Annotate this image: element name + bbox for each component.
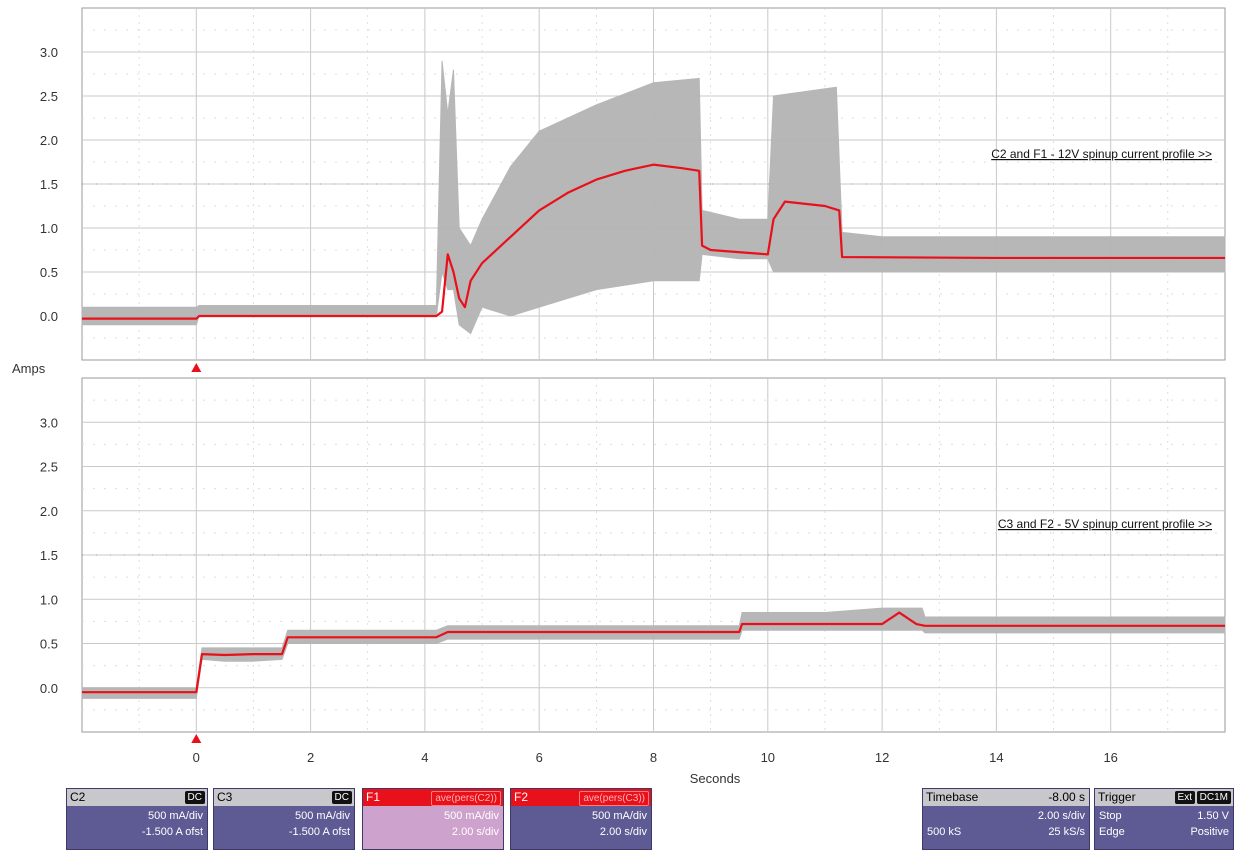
- y-tick-label: 1.5: [40, 177, 58, 192]
- y-axis-label: Amps: [12, 361, 46, 376]
- y-tick-label: 0.5: [40, 265, 58, 280]
- x-tick-label: 16: [1103, 750, 1117, 765]
- y-tick-label: 1.5: [40, 548, 58, 563]
- x-tick-label: 4: [421, 750, 428, 765]
- x-tick-labels: 0 2 4 6 8 10 12 14 16: [193, 750, 1118, 765]
- channel-c3-offset: -1.500 A ofst: [288, 826, 350, 838]
- function-f1-definition: ave(pers(C2)): [431, 791, 501, 806]
- function-f2-definition: ave(pers(C3)): [579, 791, 649, 806]
- y-tick-label: 2.5: [40, 89, 58, 104]
- function-f1-timescale: 2.00 s/div: [451, 826, 499, 838]
- function-f2-name: F2: [514, 790, 529, 804]
- timebase-label: Timebase: [926, 790, 979, 804]
- upper-plot-panel: 3.0 2.5 2.0 1.5 1.0 0.5 0.0 C2 and F1 - 12V spi…: [40, 7, 1226, 361]
- x-tick-label: 2: [307, 750, 314, 765]
- y-tick-label: 2.5: [40, 460, 58, 475]
- x-tick-label: 0: [193, 750, 200, 765]
- y-tick-label: 1.0: [40, 592, 58, 607]
- channel-c2-scale: 500 mA/div: [147, 810, 203, 822]
- y-tick-label: 2.0: [40, 133, 58, 148]
- average-current-trace: [82, 611, 1225, 694]
- trigger-coupling: DC1M: [1196, 791, 1231, 804]
- function-f2-box[interactable]: F2 ave(pers(C3)) 500 mA/div 2.00 s/div: [510, 788, 652, 850]
- trigger-slope: Positive: [1190, 826, 1229, 838]
- y-tick-label: 3.0: [40, 415, 58, 430]
- timebase-timescale: 2.00 s/div: [1037, 810, 1085, 822]
- trigger-box[interactable]: Trigger Ext DC1M Stop 1.50 V Edge Positive: [1094, 788, 1234, 850]
- raw-current-trace: [81, 60, 1226, 335]
- y-tick-label: 0.0: [40, 681, 58, 696]
- timebase-delay: -8.00 s: [1048, 790, 1085, 804]
- timebase-rate: 25 kS/s: [1048, 826, 1085, 838]
- trigger-mode: Stop: [1099, 810, 1122, 822]
- raw-current-trace: [81, 607, 1226, 699]
- channel-c3-name: C3: [217, 790, 233, 804]
- oscilloscope-display: 3.0 2.5 2.0 1.5 1.0 0.5 0.0 C2 and F1 - 12V spi…: [12, 7, 1226, 785]
- y-tick-label: 0.5: [40, 637, 58, 652]
- trigger-source: Ext: [1174, 791, 1195, 804]
- channel-c2-name: C2: [70, 790, 86, 804]
- x-axis-label: Seconds: [690, 771, 741, 785]
- trigger-label: Trigger: [1098, 790, 1136, 804]
- trace-annotation: C3 and F2 - 5V spinup current profile >>: [998, 517, 1212, 531]
- trace-annotation: C2 and F1 - 12V spinup current profile >…: [991, 147, 1212, 161]
- channel-c2-offset: -1.500 A ofst: [141, 826, 203, 838]
- y-tick-label: 1.0: [40, 221, 58, 236]
- channel-c2-box[interactable]: C2 DC 500 mA/div -1.500 A ofst: [66, 788, 208, 850]
- function-f1-box[interactable]: F1 ave(pers(C2)) 500 mA/div 2.00 s/div: [362, 788, 504, 850]
- average-current-trace: [82, 163, 1225, 320]
- channel-c3-scale: 500 mA/div: [294, 810, 350, 822]
- x-tick-label: 14: [989, 750, 1003, 765]
- x-tick-label: 6: [536, 750, 543, 765]
- x-tick-label: 12: [875, 750, 889, 765]
- timebase-box[interactable]: Timebase -8.00 s 2.00 s/div 500 kS 25 kS/…: [922, 788, 1090, 850]
- function-f1-scale: 500 mA/div: [443, 810, 499, 822]
- lower-plot-panel: 3.0 2.5 2.0 1.5 1.0 0.5 0.0 C3 and F2 - 5V spin…: [40, 377, 1226, 733]
- trigger-marker-triangle: [191, 734, 202, 743]
- function-f2-scale: 500 mA/div: [591, 810, 647, 822]
- channel-c2-coupling: DC: [184, 791, 205, 804]
- y-tick-label: 3.0: [40, 45, 58, 60]
- timebase-samples: 500 kS: [927, 826, 962, 838]
- function-f1-name: F1: [366, 790, 381, 804]
- trigger-marker-triangle: [191, 363, 202, 372]
- trigger-type: Edge: [1099, 826, 1125, 838]
- trigger-markers: [191, 363, 202, 743]
- x-tick-label: 10: [761, 750, 775, 765]
- channel-c3-coupling: DC: [331, 791, 352, 804]
- function-f2-timescale: 2.00 s/div: [599, 826, 647, 838]
- channel-c3-box[interactable]: C3 DC 500 mA/div -1.500 A ofst: [213, 788, 355, 850]
- trigger-level: 1.50 V: [1197, 810, 1229, 822]
- x-tick-label: 8: [650, 750, 657, 765]
- y-tick-label: 0.0: [40, 309, 58, 324]
- y-tick-label: 2.0: [40, 504, 58, 519]
